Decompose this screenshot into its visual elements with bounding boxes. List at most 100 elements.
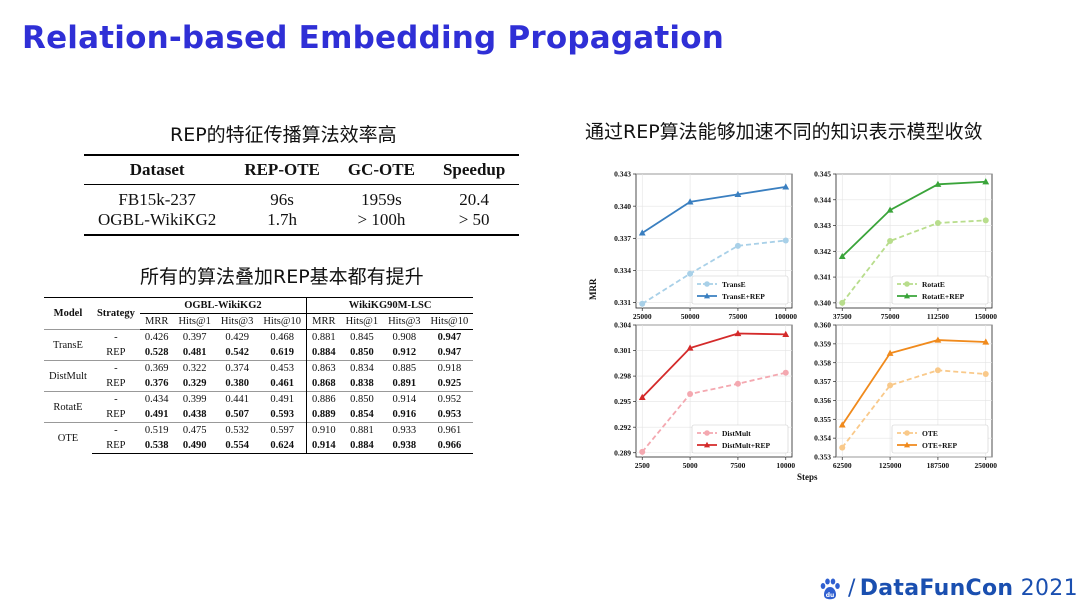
metric-cell: 0.624 [258, 438, 307, 454]
metric-cell: 0.881 [306, 329, 341, 345]
data-point [934, 336, 942, 343]
y-tick-label: 0.357 [814, 377, 831, 386]
data-point [639, 448, 646, 455]
data-point [687, 270, 694, 277]
metric-cell: 0.868 [306, 376, 341, 392]
legend-label: RotatE [922, 280, 945, 289]
metric-header: Hits@10 [258, 313, 307, 330]
series-line [641, 332, 786, 399]
x-tick-label: 10000 [776, 461, 795, 470]
strategy-cell: REP [91, 438, 140, 454]
y-tick-label: 0.331 [614, 298, 631, 307]
table1-caption: REP的特征传播算法效率高 [170, 124, 397, 146]
data-point [886, 349, 894, 356]
data-point [782, 369, 789, 376]
legend-marker [704, 430, 710, 436]
metric-cell: 0.947 [425, 329, 474, 345]
metric-cell: 0.374 [215, 360, 259, 376]
metric-cell: 0.912 [392, 347, 417, 358]
metric-cell: 0.528 [144, 347, 169, 358]
table-cell: > 50 [428, 210, 520, 236]
data-point [782, 183, 790, 190]
x-tick-label: 150000 [975, 312, 998, 321]
metric-cell: 0.914 [306, 438, 341, 454]
legend-marker [904, 430, 910, 436]
data-point [982, 371, 989, 378]
charts-caption: 通过REP算法能够加速不同的知识表示模型收敛 [585, 121, 983, 143]
series-line [641, 371, 786, 453]
metric-cell: 0.434 [139, 391, 174, 407]
y-tick-label: 0.342 [814, 247, 831, 256]
data-point [982, 217, 989, 224]
table-cell: FB15k-237 [118, 190, 196, 209]
series-line [841, 339, 986, 426]
logo-text: / DataFunCon 2021 [846, 576, 1078, 601]
metric-cell: 0.838 [350, 378, 374, 389]
x-tick-label: 75000 [881, 312, 900, 321]
legend-marker [904, 441, 910, 448]
model-name: DistMult [44, 360, 92, 392]
table-row: REP 0.491 0.438 0.507 0.593 0.889 0.854 0.916 0.… [44, 407, 473, 423]
data-point [734, 242, 741, 249]
data-point [982, 338, 990, 345]
transe-chart: 0.331 0.334 0.337 0.340 0.343 25000 50000 75000… [614, 170, 798, 321]
table-cell: 20.4 [459, 190, 489, 209]
data-point [686, 344, 694, 351]
metric-header: Hits@3 [215, 313, 259, 330]
x-tick-label: 112500 [927, 312, 949, 321]
group-header: OGBL-WikiKG2 [139, 297, 307, 314]
x-tick-label: 7500 [730, 461, 745, 470]
metric-cell: 0.490 [173, 438, 216, 454]
table-cell: 1959s [361, 190, 402, 209]
table-row: REP 0.376 0.329 0.380 0.461 0.868 0.838 0.891 0.… [44, 376, 473, 392]
metric-cell: 0.538 [139, 438, 174, 454]
metric-cell: 0.329 [182, 378, 207, 389]
legend-label: TransE+REP [722, 292, 765, 301]
metric-cell: 0.952 [425, 391, 474, 407]
x-tick-label: 250000 [975, 461, 998, 470]
table-row: FB15k-237 96s 1959s 20.4 [84, 185, 519, 211]
data-point [687, 390, 694, 397]
metric-cell: 0.966 [425, 438, 474, 454]
x-tick-label: 50000 [681, 312, 700, 321]
x-tick-label: 125000 [879, 461, 902, 470]
x-tick-label: 75000 [729, 312, 748, 321]
legend-label: TransE [722, 280, 746, 289]
data-point [734, 380, 741, 387]
series-line [641, 185, 786, 234]
x-tick-label: 100000 [775, 312, 798, 321]
metric-cell: 0.885 [383, 360, 426, 376]
legend-box [691, 424, 789, 454]
metric-cell: 0.910 [306, 422, 341, 438]
data-point [982, 178, 990, 185]
table-row: OGBL-WikiKG2 1.7h > 100h > 50 [84, 210, 520, 236]
x-tick-label: 187500 [927, 461, 950, 470]
data-point [734, 329, 742, 337]
strategy-cell: REP [106, 409, 126, 420]
data-point [639, 300, 646, 307]
data-point [838, 421, 846, 428]
table1-header: REP-OTE [230, 154, 334, 185]
y-tick-label: 0.304 [614, 321, 631, 330]
metric-header: Hits@3 [383, 313, 426, 330]
y-tick-label: 0.334 [614, 266, 631, 275]
y-tick-label: 0.360 [814, 321, 831, 330]
table-cell: 1.7h [230, 210, 334, 236]
metric-header: Hits@10 [425, 313, 474, 330]
legend-label: OTE [922, 429, 938, 438]
metric-cell: 0.918 [425, 360, 474, 376]
y-tick-label: 0.343 [614, 170, 631, 179]
data-point [638, 393, 646, 400]
y-tick-label: 0.358 [814, 358, 831, 367]
table1-header: GC-OTE [333, 154, 429, 185]
strategy-cell: - [91, 329, 140, 345]
y-tick-label: 0.356 [814, 396, 831, 405]
y-tick-label: 0.344 [814, 195, 831, 204]
metric-cell: 0.397 [173, 329, 216, 345]
metric-cell: 0.453 [258, 360, 307, 376]
table-row: REP 0.538 0.490 0.554 0.624 0.914 0.884 0.938 0.… [44, 438, 474, 454]
series-line [841, 369, 986, 449]
metric-cell: 0.380 [225, 378, 249, 389]
metric-cell: 0.914 [383, 391, 426, 407]
y-tick-label: 0.359 [814, 339, 831, 348]
